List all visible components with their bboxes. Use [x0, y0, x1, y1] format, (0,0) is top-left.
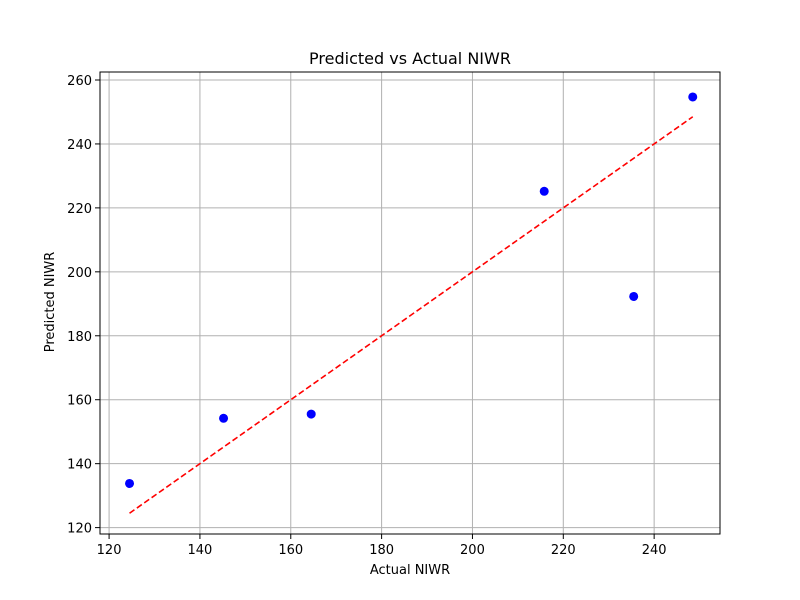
x-tick-label: 160 [278, 543, 303, 558]
data-points [125, 92, 698, 488]
y-axis-ticks: 120 140 160 180 200 220 240 260 [67, 74, 100, 537]
y-tick-label: 160 [67, 394, 92, 409]
y-tick-label: 240 [67, 138, 92, 153]
data-point [219, 413, 229, 423]
x-tick-label: 200 [460, 543, 485, 558]
data-point [539, 186, 549, 196]
ideal-fit-line [129, 116, 694, 514]
y-tick-label: 200 [67, 266, 92, 281]
y-tick-label: 260 [67, 74, 92, 89]
y-tick-label: 180 [67, 330, 92, 345]
x-tick-label: 180 [369, 543, 394, 558]
plot-frame [99, 71, 721, 535]
grid [100, 72, 720, 534]
y-tick-label: 140 [67, 458, 92, 473]
y-axis-label: Predicted NIWR [43, 252, 58, 353]
data-point [125, 478, 135, 488]
y-tick-label: 120 [67, 522, 92, 537]
data-point [688, 92, 698, 102]
data-point [629, 291, 639, 301]
chart-title: Predicted vs Actual NIWR [309, 49, 511, 68]
reference-line-layer [129, 116, 694, 514]
x-tick-label: 140 [188, 543, 213, 558]
x-tick-label: 240 [642, 543, 667, 558]
x-tick-label: 220 [551, 543, 576, 558]
x-axis-ticks: 120 140 160 180 200 220 240 [97, 534, 667, 558]
x-tick-label: 120 [97, 543, 122, 558]
x-axis-label: Actual NIWR [370, 563, 450, 578]
y-tick-label: 220 [67, 202, 92, 217]
data-point [306, 409, 316, 419]
